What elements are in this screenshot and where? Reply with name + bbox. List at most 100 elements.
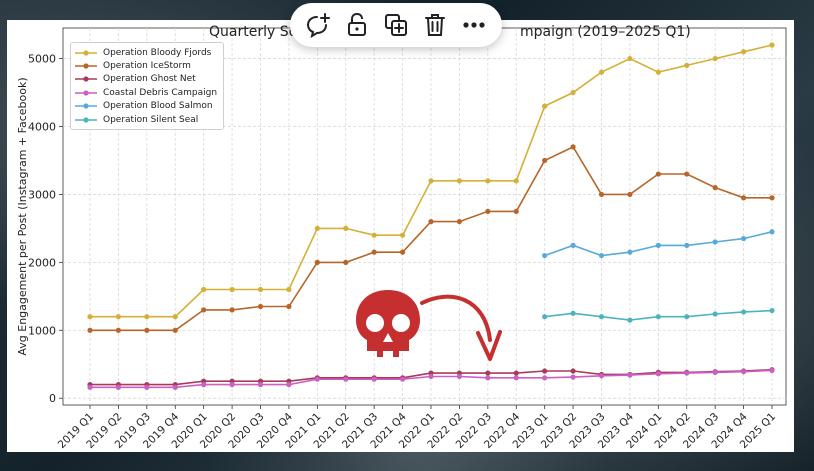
data-point (684, 314, 690, 320)
add-comment-button[interactable] (302, 9, 334, 41)
annotation-overlay (356, 290, 502, 361)
data-point (655, 242, 661, 248)
data-point (343, 259, 349, 265)
legend-label: Operation Silent Seal (103, 114, 199, 125)
more-horizontal-icon (463, 22, 485, 28)
legend-item: Operation IceStorm (75, 59, 217, 72)
data-point (570, 374, 576, 380)
legend-label: Operation Ghost Net (103, 74, 196, 85)
data-point (570, 242, 576, 248)
data-point (712, 55, 718, 62)
data-point (229, 307, 235, 313)
data-point (257, 303, 264, 310)
data-point (371, 376, 377, 382)
data-point (655, 314, 661, 320)
data-point (684, 171, 690, 177)
data-point (172, 314, 178, 320)
data-point (314, 225, 320, 231)
data-point (485, 208, 491, 215)
data-point (257, 382, 264, 388)
data-point (87, 314, 93, 320)
data-point (428, 178, 434, 184)
data-point (627, 249, 633, 255)
data-point (513, 178, 519, 184)
legend-item: Operation Ghost Net (75, 73, 217, 86)
data-point (655, 171, 661, 177)
legend-label: Operation Bloody Fjords (103, 47, 212, 58)
skull-icon[interactable] (356, 290, 420, 357)
legend-item: Operation Blood Salmon (75, 100, 217, 113)
data-point (542, 375, 548, 381)
data-point (627, 372, 633, 378)
data-point (740, 235, 747, 242)
duplicate-icon (384, 14, 407, 36)
data-point (598, 252, 605, 259)
data-point (485, 178, 491, 184)
data-point (598, 314, 605, 320)
data-point (343, 376, 349, 382)
data-point (456, 218, 463, 225)
data-point (201, 286, 207, 293)
legend-label: Operation IceStorm (103, 61, 191, 72)
data-point (598, 191, 605, 198)
legend-swatch (75, 76, 97, 83)
data-point (598, 373, 605, 379)
data-point (712, 369, 718, 375)
unlock-button[interactable] (341, 9, 373, 41)
data-point (627, 317, 633, 323)
data-point (399, 376, 406, 382)
duplicate-button[interactable] (380, 9, 412, 41)
data-point (769, 195, 775, 201)
more-button[interactable] (458, 9, 490, 41)
data-point (542, 368, 548, 374)
data-point (172, 384, 178, 390)
data-point (286, 382, 292, 388)
data-point (144, 327, 150, 333)
data-point (87, 384, 93, 390)
legend-item: Operation Silent Seal (75, 113, 217, 126)
delete-button[interactable] (419, 9, 451, 41)
legend-swatch (75, 117, 97, 123)
y-tick-label: 1000 (28, 324, 56, 337)
y-tick-label: 0 (49, 392, 56, 405)
data-point (513, 370, 519, 376)
legend-swatch (75, 63, 97, 69)
data-point (399, 249, 406, 255)
data-point (712, 185, 718, 191)
data-point (769, 367, 775, 373)
data-point (542, 103, 548, 109)
data-point (115, 314, 122, 320)
data-point (286, 303, 292, 310)
comment-plus-icon (306, 13, 330, 38)
data-point (542, 157, 548, 164)
data-point (684, 242, 690, 248)
data-point (456, 178, 463, 184)
data-point (371, 249, 377, 255)
data-point (314, 376, 320, 382)
data-point (542, 314, 548, 320)
data-point (684, 370, 690, 376)
chart-card: 0 1000 2000 3000 4000 5000 2019 Q1 2019 Q2 2019 … (7, 20, 794, 452)
legend-swatch (75, 90, 97, 96)
data-point (570, 368, 576, 374)
data-point (201, 382, 207, 388)
data-point (542, 252, 548, 259)
data-point (144, 314, 150, 320)
data-point (87, 327, 93, 333)
data-point (485, 375, 491, 381)
data-point (513, 208, 519, 215)
curved-arrow-icon (420, 294, 502, 361)
data-point (684, 62, 690, 68)
legend-label: Coastal Debris Campaign (103, 87, 218, 98)
y-tick-label: 5000 (28, 53, 56, 66)
data-point (769, 229, 775, 235)
data-point (286, 286, 292, 293)
data-point (144, 384, 150, 390)
data-point (201, 307, 207, 313)
y-axis-label: Avg Engagement per Post (Instagram + Fac… (16, 77, 29, 355)
data-point (399, 232, 406, 238)
trash-icon (425, 14, 446, 36)
data-point (314, 259, 320, 265)
data-point (627, 191, 633, 198)
data-point (627, 55, 633, 62)
